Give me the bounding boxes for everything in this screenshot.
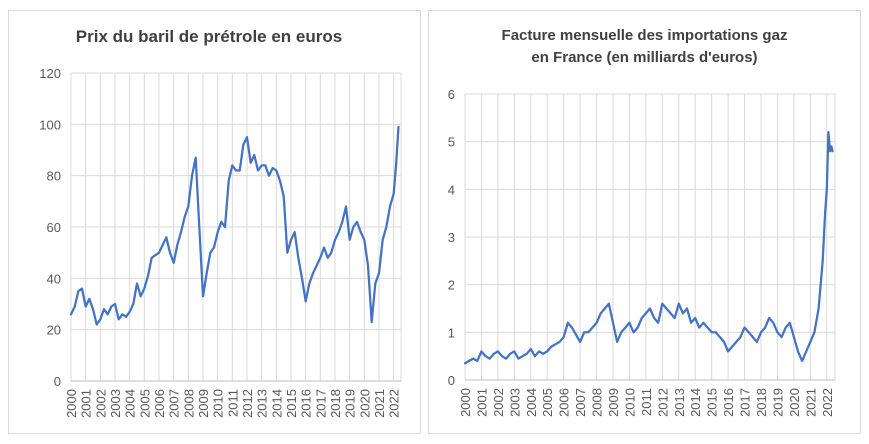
oil-xtick-label: 2000 (64, 389, 79, 418)
gas-xtick-label: 2012 (655, 388, 670, 417)
gas-ytick-label: 4 (448, 182, 455, 197)
oil-xtick-label: 2006 (152, 389, 167, 418)
gas-xtick-label: 2019 (770, 388, 785, 417)
oil-ytick-label: 0 (54, 374, 61, 389)
oil-xtick-label: 2001 (79, 389, 94, 418)
gas-xtick-label: 2007 (573, 388, 588, 417)
gas-xtick-label: 2006 (557, 388, 572, 417)
oil-series-line (69, 125, 400, 326)
chart-title-gas: Facture mensuelle des importations gaz e… (429, 25, 860, 69)
gas-xtick-label: 2009 (606, 388, 621, 417)
gas-ytick-label: 0 (448, 373, 455, 388)
chart-panel-gas: Facture mensuelle des importations gaz e… (428, 10, 861, 434)
oil-xtick-label: 2018 (328, 389, 343, 418)
gas-xtick-label: 2021 (803, 388, 818, 417)
oil-xtick-label: 2012 (240, 389, 255, 418)
oil-xtick-label: 2019 (343, 389, 358, 418)
gas-xtick-label: 2013 (672, 388, 687, 417)
oil-xtick-label: 2015 (284, 389, 299, 418)
gas-xtick-label: 2017 (738, 388, 753, 417)
gas-xtick-label: 2020 (787, 388, 802, 417)
oil-xtick-label: 2010 (211, 389, 226, 418)
oil-xtick-label: 2021 (372, 389, 387, 418)
oil-ytick-label: 60 (47, 220, 61, 235)
oil-xtick-label: 2020 (357, 389, 372, 418)
oil-ytick-label: 100 (39, 117, 61, 132)
gas-ytick-label: 5 (448, 135, 455, 150)
gas-ytick-label: 1 (448, 325, 455, 340)
gas-xtick-label: 2010 (622, 388, 637, 417)
oil-ytick-label: 20 (47, 323, 61, 338)
gas-xtick-label: 2014 (688, 388, 703, 417)
chart-title-gas-line-1: Facture mensuelle des importations gaz (501, 27, 788, 44)
oil-xtick-label: 2013 (255, 389, 270, 418)
gas-ytick-label: 2 (448, 278, 455, 293)
chart-title-oil: Prix du baril de prétrole en euros (75, 27, 343, 46)
gas-xtick-label: 2011 (639, 388, 654, 416)
gas-xtick-label: 2003 (507, 388, 522, 417)
chart-title-gas-line-2: en France (en milliards d'euros) (531, 49, 758, 66)
oil-xtick-label: 2017 (313, 389, 328, 418)
oil-xtick-label: 2011 (225, 389, 240, 417)
gas-ytick-label: 6 (448, 87, 455, 102)
oil-xtick-label: 2009 (196, 389, 211, 418)
oil-xtick-label: 2003 (108, 389, 123, 418)
gas-xtick-label: 2004 (524, 388, 539, 417)
gas-ytick-label: 3 (448, 230, 455, 245)
chart-panel-oil: Prix du baril de prétrole en euros (8, 10, 421, 434)
gas-xtick-label: 2008 (590, 388, 605, 417)
oil-ytick-label: 80 (47, 169, 61, 184)
oil-xtick-label: 2014 (269, 389, 284, 418)
gas-xtick-label: 2002 (491, 388, 506, 417)
gas-xtick-label: 2001 (474, 388, 489, 417)
gas-xtick-label: 2018 (754, 388, 769, 417)
gas-xtick-label: 2015 (705, 388, 720, 417)
gas-xtick-label: 2000 (458, 388, 473, 417)
gas-xtick-label: 2022 (820, 388, 835, 417)
gas-xtick-label: 2005 (540, 388, 555, 417)
oil-xtick-label: 2004 (123, 389, 138, 418)
oil-xtick-label: 2022 (387, 389, 402, 418)
oil-xtick-label: 2016 (299, 389, 314, 418)
oil-xtick-label: 2008 (181, 389, 196, 418)
oil-xtick-label: 2007 (167, 389, 182, 418)
oil-xtick-label: 2002 (93, 389, 108, 418)
oil-ytick-label: 120 (39, 66, 61, 81)
gas-series-line (463, 130, 834, 365)
oil-xtick-label: 2005 (137, 389, 152, 418)
gas-xtick-label: 2016 (721, 388, 736, 417)
oil-ytick-label: 40 (47, 271, 61, 286)
